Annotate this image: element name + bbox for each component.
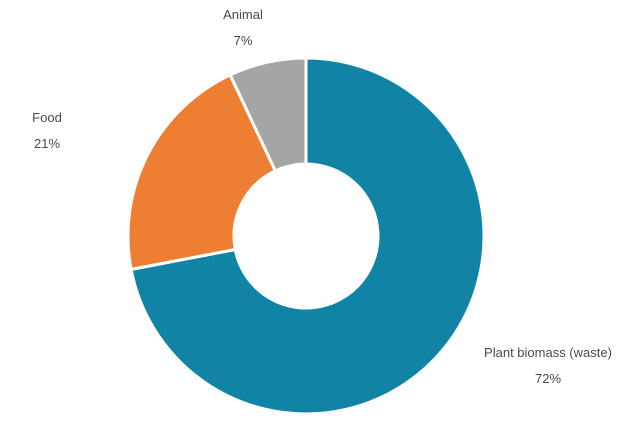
slice-label-animal: Animal (223, 7, 263, 22)
slice-value-label-plant-biomass-waste: 72% (535, 371, 561, 386)
slice-animal (228, 56, 308, 173)
slice-label-food: Food (32, 110, 62, 125)
slices-layer (126, 56, 486, 416)
slice-plant-biomass-waste (129, 56, 486, 416)
labels-layer: Plant biomass (waste) 72% Food 21% Animal 7% (32, 7, 612, 386)
slice-value-label-food: 21% (34, 136, 60, 151)
slice-value-label-animal: 7% (234, 33, 253, 48)
slice-food (126, 73, 277, 271)
slice-label-plant-biomass-waste: Plant biomass (waste) (484, 345, 612, 360)
